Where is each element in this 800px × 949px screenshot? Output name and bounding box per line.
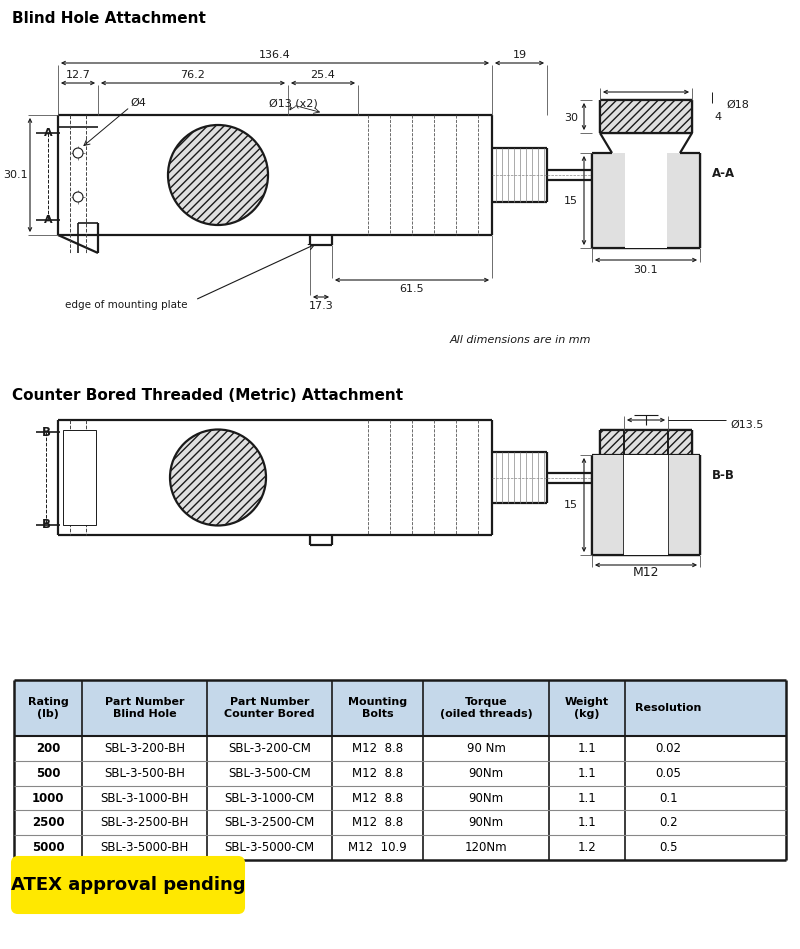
Text: SBL-3-500-CM: SBL-3-500-CM: [228, 767, 311, 780]
Text: 30.1: 30.1: [634, 265, 658, 275]
Text: SBL-3-200-CM: SBL-3-200-CM: [228, 742, 311, 754]
Bar: [63, 430, 96, 525]
Text: 17.3: 17.3: [309, 301, 334, 311]
Text: Mounting
Bolts: Mounting Bolts: [348, 698, 407, 718]
Text: 90Nm: 90Nm: [469, 767, 504, 780]
Text: ATEX approval pending: ATEX approval pending: [10, 876, 246, 894]
Text: Rating
(lb): Rating (lb): [27, 698, 68, 718]
Text: 0.5: 0.5: [659, 841, 678, 854]
Text: 1.1: 1.1: [578, 791, 596, 805]
Text: 120Nm: 120Nm: [465, 841, 507, 854]
Text: SBL-3-200-BH: SBL-3-200-BH: [104, 742, 185, 754]
Text: Part Number
Blind Hole: Part Number Blind Hole: [105, 698, 184, 718]
Text: 1000: 1000: [32, 791, 64, 805]
Text: 76.2: 76.2: [181, 70, 206, 80]
Bar: [592, 455, 624, 555]
Text: 90Nm: 90Nm: [469, 816, 504, 829]
Text: Counter Bored Threaded (Metric) Attachment: Counter Bored Threaded (Metric) Attachme…: [12, 387, 403, 402]
Text: 1.1: 1.1: [578, 742, 596, 754]
Text: 0.05: 0.05: [655, 767, 682, 780]
Bar: [600, 100, 692, 133]
Text: 1.1: 1.1: [578, 816, 596, 829]
Text: SBL-3-2500-BH: SBL-3-2500-BH: [100, 816, 189, 829]
FancyBboxPatch shape: [12, 857, 244, 913]
Text: SBL-3-5000-CM: SBL-3-5000-CM: [225, 841, 314, 854]
Text: SBL-3-500-BH: SBL-3-500-BH: [104, 767, 185, 780]
Text: Torque
(oiled threads): Torque (oiled threads): [440, 698, 533, 718]
Text: 90Nm: 90Nm: [469, 791, 504, 805]
Text: B-B: B-B: [712, 469, 735, 481]
Text: 30: 30: [564, 113, 578, 123]
Circle shape: [73, 148, 83, 158]
Text: edge of mounting plate: edge of mounting plate: [65, 300, 187, 310]
Text: A-A: A-A: [712, 166, 735, 179]
Text: M12  8.8: M12 8.8: [352, 767, 403, 780]
Text: 500: 500: [36, 767, 60, 780]
Text: 2500: 2500: [32, 816, 64, 829]
Text: A: A: [44, 128, 52, 138]
Text: SBL-3-1000-CM: SBL-3-1000-CM: [225, 791, 314, 805]
Text: Ø18: Ø18: [726, 100, 749, 110]
Bar: [600, 430, 692, 455]
Text: 0.2: 0.2: [659, 816, 678, 829]
Text: B: B: [42, 518, 50, 531]
Bar: [14, 680, 786, 736]
Text: 5000: 5000: [32, 841, 64, 854]
Text: All dimensions are in mm: All dimensions are in mm: [450, 335, 590, 345]
Text: 0.02: 0.02: [655, 742, 682, 754]
Text: Resolution: Resolution: [635, 703, 702, 713]
Text: 4: 4: [714, 111, 721, 121]
Text: 61.5: 61.5: [400, 284, 424, 294]
Text: Part Number
Counter Bored: Part Number Counter Bored: [224, 698, 314, 718]
Text: M12  10.9: M12 10.9: [348, 841, 407, 854]
Text: SBL-3-1000-BH: SBL-3-1000-BH: [100, 791, 189, 805]
Text: 1.1: 1.1: [578, 767, 596, 780]
Text: Blind Hole Attachment: Blind Hole Attachment: [12, 10, 206, 26]
Bar: [625, 153, 667, 248]
Bar: [667, 153, 700, 248]
Text: 30.1: 30.1: [4, 170, 28, 180]
Text: 136.4: 136.4: [259, 50, 291, 60]
Text: Ø13 (x2): Ø13 (x2): [269, 98, 318, 108]
Text: 25.4: 25.4: [310, 70, 335, 80]
Text: M12  8.8: M12 8.8: [352, 742, 403, 754]
Bar: [624, 455, 668, 555]
Text: 12.7: 12.7: [66, 70, 90, 80]
Text: M12  8.8: M12 8.8: [352, 816, 403, 829]
Circle shape: [168, 125, 268, 225]
Circle shape: [170, 430, 266, 526]
Circle shape: [73, 192, 83, 202]
Text: 200: 200: [36, 742, 60, 754]
Text: 90 Nm: 90 Nm: [466, 742, 506, 754]
Text: 1.2: 1.2: [578, 841, 596, 854]
Text: M12  8.8: M12 8.8: [352, 791, 403, 805]
Text: Ø4: Ø4: [130, 98, 146, 108]
Bar: [592, 153, 625, 248]
Text: A: A: [44, 215, 52, 225]
Text: 15: 15: [564, 195, 578, 206]
Text: Weight
(kg): Weight (kg): [565, 698, 609, 718]
Text: 15: 15: [564, 500, 578, 510]
Text: 19: 19: [513, 50, 526, 60]
Text: M12: M12: [633, 567, 659, 580]
Text: Ø13.5: Ø13.5: [730, 420, 763, 430]
Text: B: B: [42, 425, 50, 438]
Text: 0.1: 0.1: [659, 791, 678, 805]
Text: SBL-3-5000-BH: SBL-3-5000-BH: [100, 841, 189, 854]
Text: SBL-3-2500-CM: SBL-3-2500-CM: [225, 816, 314, 829]
Bar: [668, 455, 700, 555]
